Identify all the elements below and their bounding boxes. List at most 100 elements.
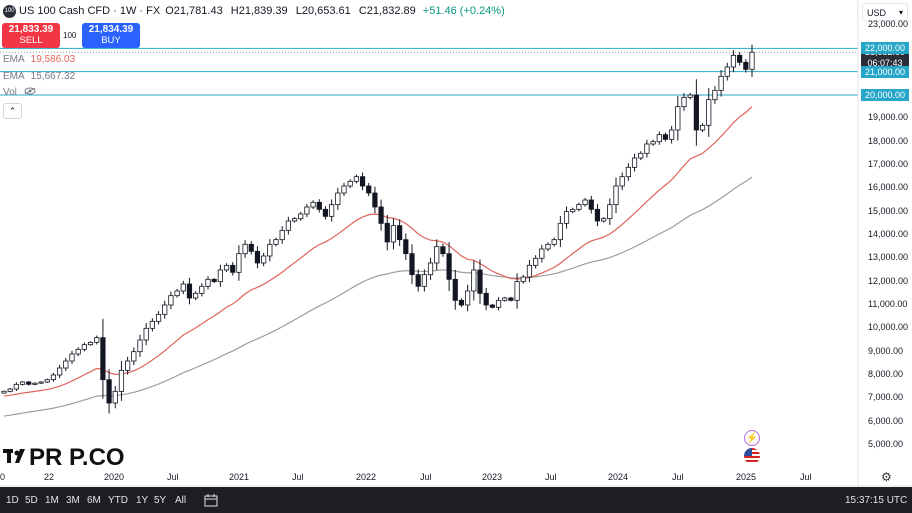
candle-body xyxy=(1,390,7,394)
price-tick-label: 17,000.00 xyxy=(868,159,909,169)
candle-body xyxy=(186,283,193,299)
candle-body xyxy=(421,274,427,287)
bottom-toolbar xyxy=(0,487,912,513)
timeframe-button-all[interactable]: All xyxy=(175,495,187,506)
price-tick-label: 12,000.00 xyxy=(868,275,909,286)
candle-body xyxy=(434,246,440,264)
date-range-icon[interactable] xyxy=(204,493,218,507)
candle-body xyxy=(409,253,415,276)
time-tick-label: 2025 xyxy=(736,472,757,482)
price-tick-label: 10,000.00 xyxy=(868,322,909,333)
candle-body xyxy=(619,176,625,187)
timeframe-button-5y[interactable]: 5Y xyxy=(154,495,167,506)
candle-body xyxy=(285,220,291,231)
time-tick-label: 20 xyxy=(0,472,6,482)
timeframe-button-1m[interactable]: 1M xyxy=(45,495,59,506)
candle-body xyxy=(298,213,304,220)
collapse-legend-button[interactable]: ⌃ xyxy=(3,103,22,119)
candle-body xyxy=(576,204,582,210)
candle-body xyxy=(650,141,656,145)
ema-fast-value: 19,586.03 xyxy=(30,54,76,65)
change-value: +51.46 (+0.24%) xyxy=(422,5,505,17)
candle-body xyxy=(730,54,737,68)
us-flag-icon[interactable] xyxy=(744,448,760,464)
candle-body xyxy=(724,66,730,77)
ema-slow-legend[interactable]: EMA 15,667.32 xyxy=(3,71,75,82)
eye-hidden-icon[interactable] xyxy=(24,87,36,95)
buy-button[interactable]: 21,834.39 BUY xyxy=(82,23,140,48)
candle-body xyxy=(601,218,607,222)
candle-body xyxy=(397,225,403,241)
candle-body xyxy=(557,222,563,241)
candle-body xyxy=(211,278,217,283)
candle-body xyxy=(631,157,638,168)
gear-icon[interactable]: ⚙ xyxy=(881,470,892,484)
candle-body xyxy=(174,290,180,297)
utc-clock[interactable]: 15:37:15 UTC xyxy=(845,495,908,506)
symbol-title[interactable]: US 100 Cash CFD · 1W · FX xyxy=(19,5,161,17)
candle-body xyxy=(106,379,112,404)
candle-body xyxy=(403,239,409,255)
chevron-up-icon: ⌃ xyxy=(8,106,17,116)
sell-button[interactable]: 21,833.39 SELL xyxy=(2,23,60,48)
candle-body xyxy=(291,218,298,222)
high-key: H xyxy=(230,5,239,17)
candle-body xyxy=(514,281,520,301)
timeframe-button-6m[interactable]: 6M xyxy=(87,495,101,506)
candle-body xyxy=(347,180,353,187)
candle-body xyxy=(81,344,87,350)
candle-body xyxy=(69,353,75,362)
candle-body xyxy=(162,304,168,315)
candle-body xyxy=(205,278,211,287)
candle-body xyxy=(366,185,372,194)
ema-slow-value: 15,667.32 xyxy=(30,71,76,82)
price-tick-label: 16,000.00 xyxy=(868,182,909,193)
price-tick-label: 14,000.00 xyxy=(868,229,909,239)
candle-body xyxy=(316,201,322,210)
timeframe-button-5d[interactable]: 5D xyxy=(25,495,38,506)
volume-legend[interactable]: Vol xyxy=(3,87,36,98)
ema-fast-legend[interactable]: EMA 19,586.03 xyxy=(3,54,75,65)
timeframe-button-ytd[interactable]: YTD xyxy=(108,495,128,506)
time-tick-label: Jul xyxy=(292,472,304,482)
time-tick-label: 2024 xyxy=(608,472,629,482)
candle-body xyxy=(675,106,681,131)
time-tick-label: Jul xyxy=(800,472,812,482)
candle-body xyxy=(638,152,644,159)
candle-body xyxy=(520,276,526,283)
ohlc-readout: O21,781.43 H21,839.39 L20,653.61 C21,832… xyxy=(160,5,505,17)
candle-body xyxy=(539,248,545,259)
candle-body xyxy=(248,243,254,252)
symbol-header[interactable]: 100 US 100 Cash CFD · 1W · FX O21,781.43… xyxy=(0,0,505,22)
candle-body xyxy=(483,292,489,306)
candle-body xyxy=(112,390,118,404)
candle-body xyxy=(526,264,533,278)
time-tick-label: 2021 xyxy=(229,472,250,482)
candle-body xyxy=(217,269,223,283)
candle-body xyxy=(502,297,508,301)
tradingview-logo-icon xyxy=(3,449,25,463)
timeframe-button-3m[interactable]: 3M xyxy=(66,495,80,506)
candle-body xyxy=(100,337,106,381)
timeframe-button-1y[interactable]: 1Y xyxy=(136,495,149,506)
currency-select[interactable]: USD ▾ xyxy=(862,3,908,21)
candle-body xyxy=(223,264,230,271)
timeframe-button-1d[interactable]: 1D xyxy=(6,495,19,506)
price-tick-label: 18,000.00 xyxy=(868,135,909,146)
candle-body xyxy=(75,348,81,355)
candle-body xyxy=(737,54,743,63)
candle-body xyxy=(273,239,279,245)
candle-body xyxy=(143,327,149,341)
candle-body xyxy=(19,381,26,385)
candle-body xyxy=(63,360,69,369)
lightning-icon[interactable]: ⚡ xyxy=(744,430,760,446)
price-tick-label: 15,000.00 xyxy=(868,205,909,216)
logo-text: PR P.CO xyxy=(29,444,125,471)
time-tick-label: 2022 xyxy=(356,472,377,482)
candle-body xyxy=(372,192,378,208)
candle-body xyxy=(662,134,669,140)
close-value: 21,832.89 xyxy=(366,5,416,17)
candle-body xyxy=(50,374,57,381)
low-value: 20,653.61 xyxy=(301,5,351,17)
